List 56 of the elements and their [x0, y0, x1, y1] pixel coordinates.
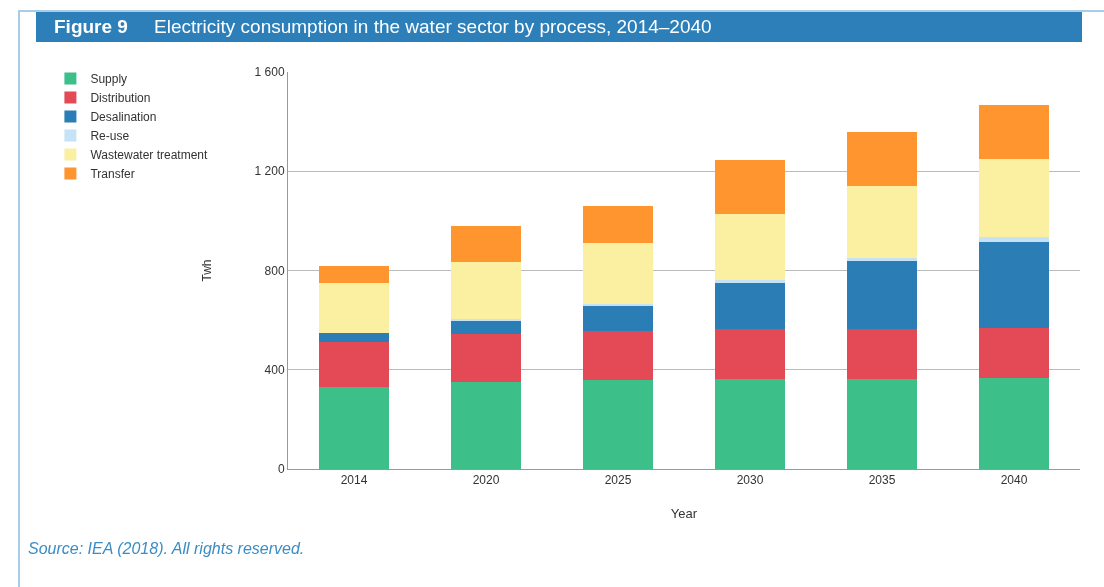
bar: [583, 305, 653, 331]
y-tick-label: 800: [264, 263, 285, 278]
y-axis-title: Twh: [199, 259, 214, 282]
x-tick-label: 2040: [1000, 473, 1028, 488]
bar: [451, 333, 521, 383]
bar: [847, 261, 917, 329]
x-tick-label: 2025: [604, 473, 632, 488]
bar: [451, 382, 521, 469]
bar: [451, 262, 521, 319]
bar: [715, 160, 785, 215]
x-tick-label: 2035: [868, 473, 896, 488]
legend-label: Transfer: [90, 167, 135, 182]
bar: [715, 328, 785, 380]
bar: [847, 186, 917, 259]
y-tick-label: 1 200: [254, 164, 285, 179]
legend-label: Desalination: [90, 110, 157, 125]
bar: [979, 377, 1049, 469]
bar: [847, 328, 917, 380]
bar: [715, 379, 785, 469]
bar: [979, 105, 1049, 160]
bar: [715, 214, 785, 281]
bar: [583, 380, 653, 469]
legend-label: Supply: [90, 72, 128, 87]
y-tick-label: 0: [277, 462, 285, 477]
bar: [979, 242, 1049, 328]
bar: [451, 226, 521, 263]
bar: [715, 280, 785, 283]
y-tick-label: 1 600: [254, 65, 285, 80]
chart-subtitle: Electricity consumption in the water sector by process, 2014–2040: [154, 16, 712, 38]
legend-label: Wastewater treatment: [90, 148, 208, 163]
bar: [715, 282, 785, 329]
bar: [451, 320, 521, 334]
bar: [319, 332, 389, 343]
x-axis-title: Year: [670, 506, 698, 521]
bar: [979, 159, 1049, 238]
y-tick-label: 400: [264, 362, 285, 377]
bar: [319, 265, 389, 283]
legend-label: Distribution: [90, 91, 151, 106]
bar: [583, 330, 653, 381]
legend-label: Re-use: [90, 129, 130, 144]
bar: [319, 282, 389, 333]
bar: [319, 342, 389, 388]
bar: [319, 387, 389, 469]
source-note: Source: IEA (2018). All rights reserved.: [28, 540, 305, 558]
text: Figure 9: [54, 16, 129, 38]
bar: [847, 379, 917, 469]
bar: [847, 258, 917, 262]
x-tick-label: 2020: [472, 473, 500, 488]
bar: [979, 237, 1049, 243]
bar: [583, 206, 653, 244]
bar: [451, 318, 521, 321]
x-tick-label: 2030: [736, 473, 764, 488]
bar: [847, 132, 917, 187]
bar: [583, 243, 653, 305]
bar: [979, 327, 1049, 378]
x-tick-label: 2014: [340, 473, 368, 488]
